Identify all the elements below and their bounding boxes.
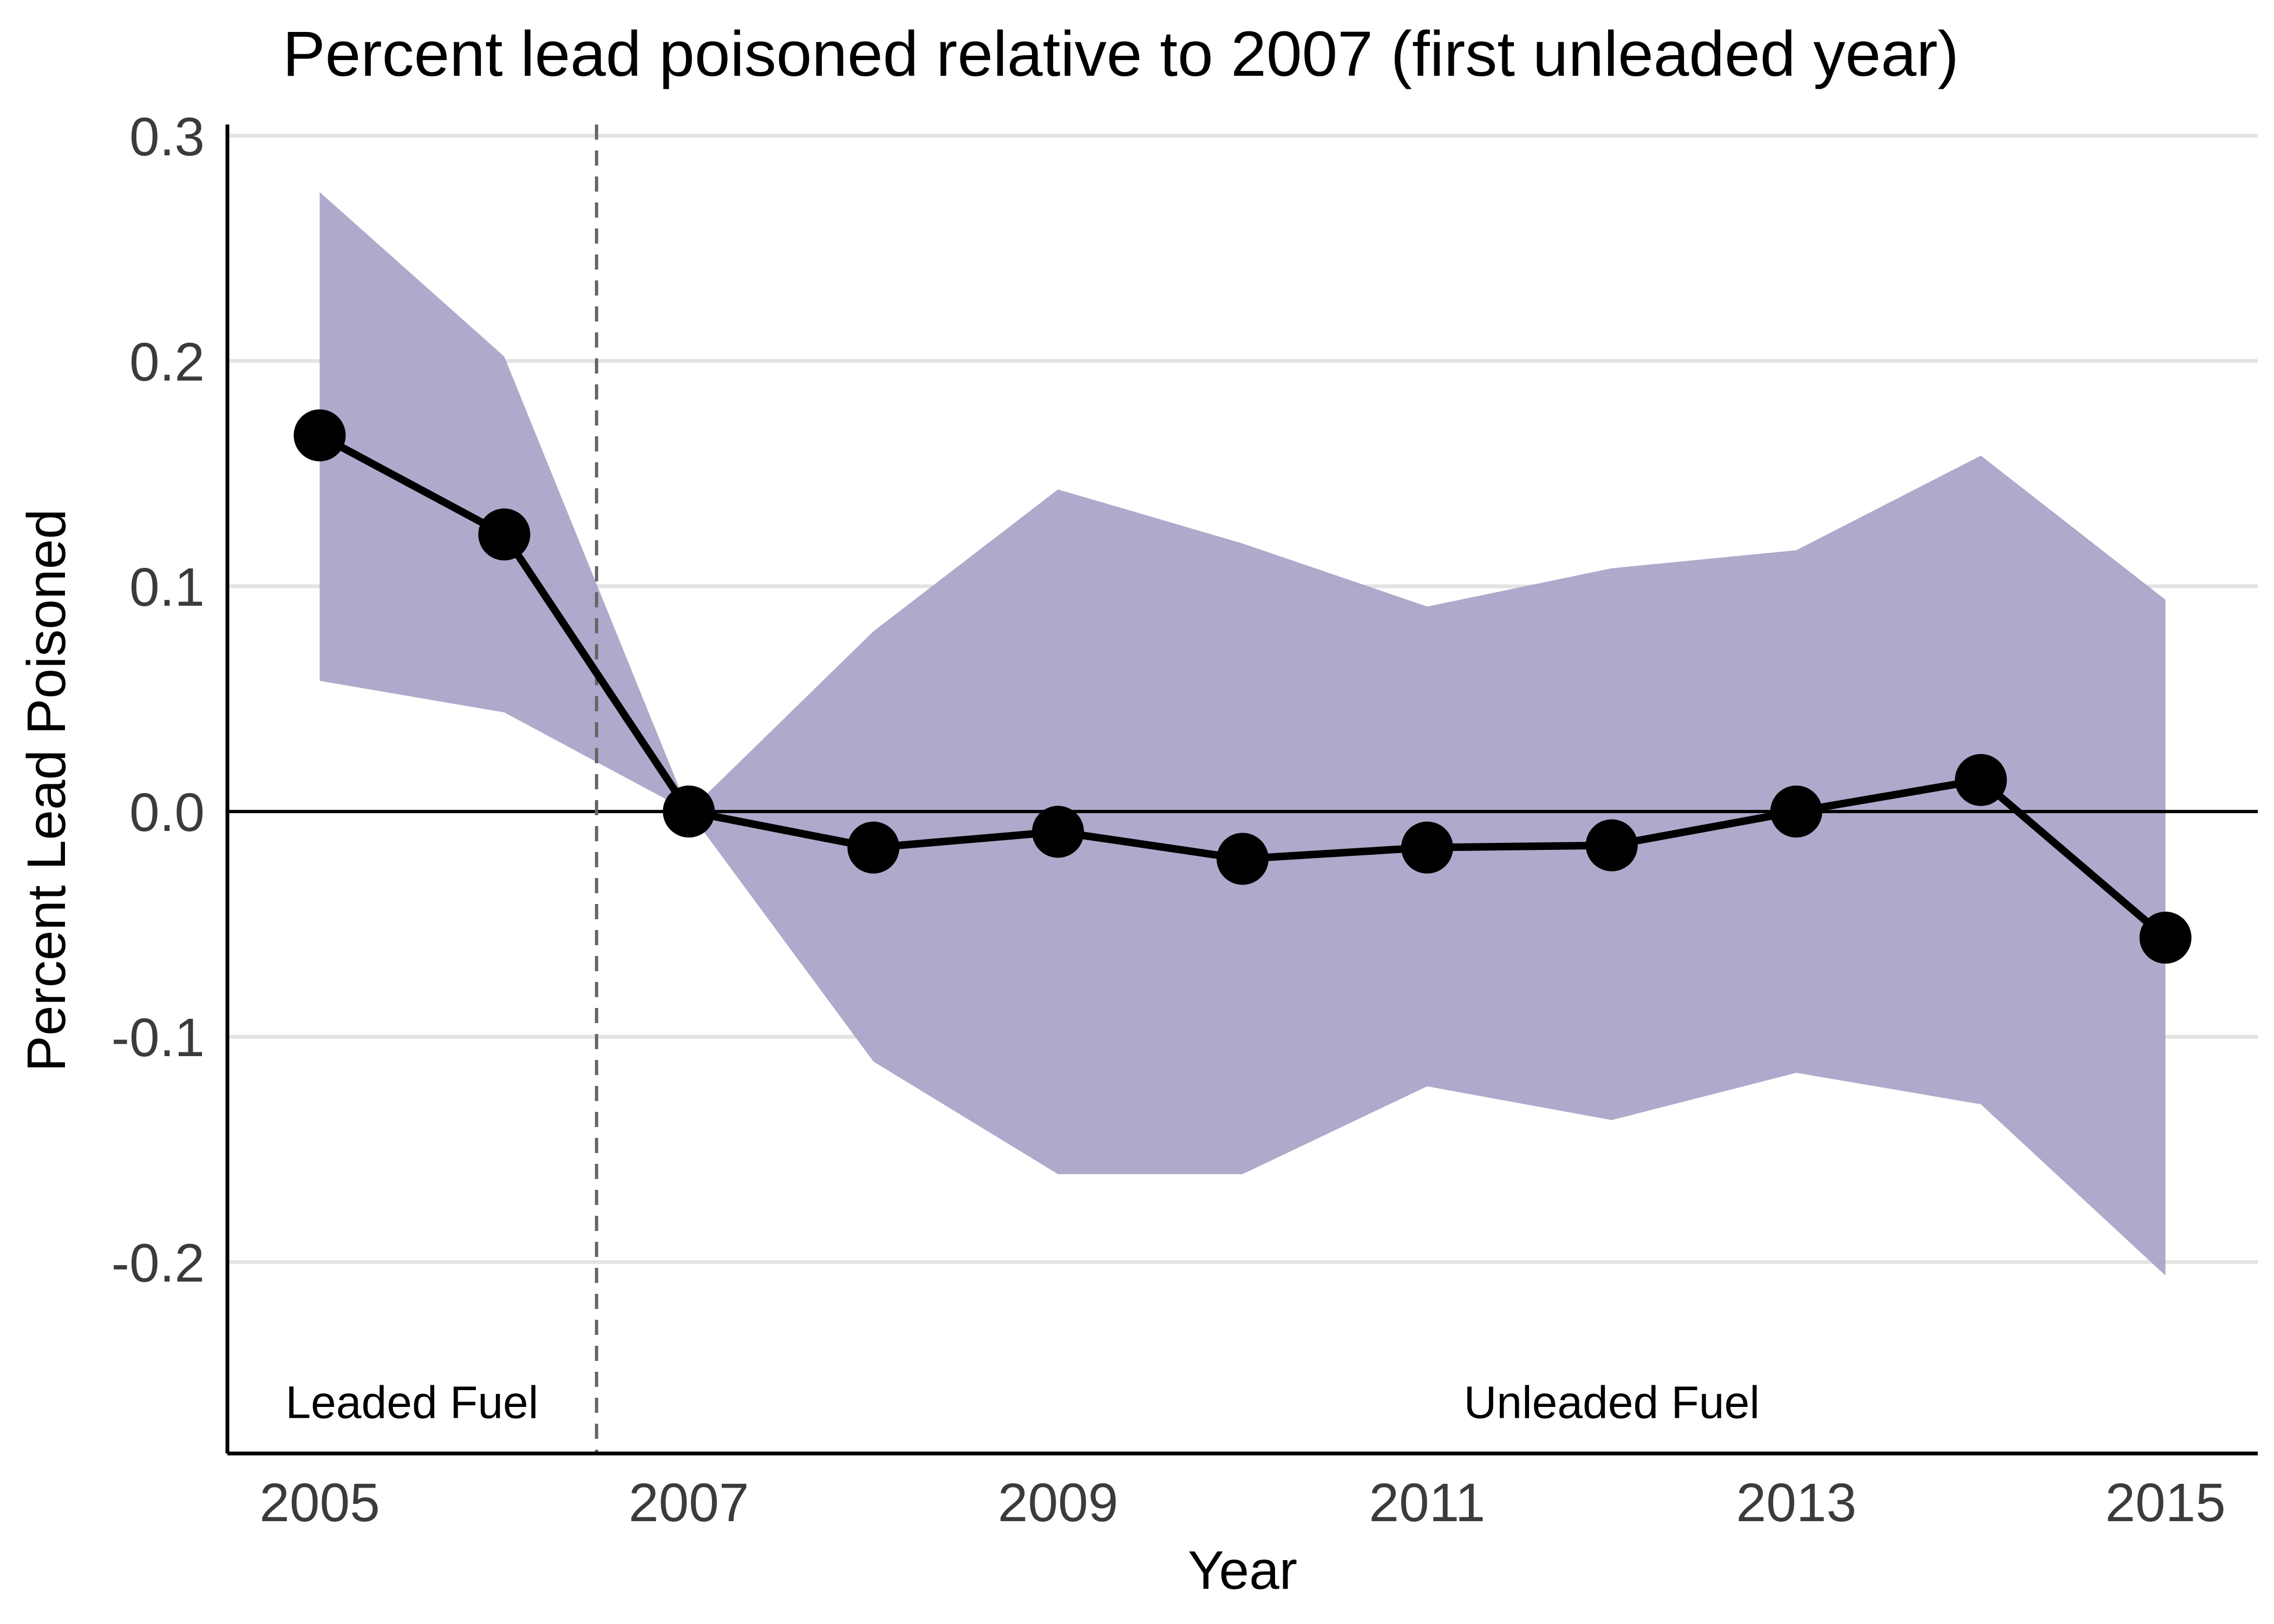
x-tick-label: 2007 [629, 1472, 749, 1533]
data-point-2014 [1955, 754, 2007, 806]
data-point-2015 [2139, 912, 2192, 964]
data-point-2009 [1032, 806, 1084, 858]
y-tick-label: -0.1 [112, 1007, 205, 1068]
y-tick-label: 0.2 [129, 332, 205, 392]
x-tick-label: 2013 [1736, 1472, 1856, 1533]
x-tick-label: 2015 [2105, 1472, 2225, 1533]
y-tick-labels: 0.3 0.2 0.1 0.0 -0.1 -0.2 [112, 107, 205, 1294]
data-point-2005 [293, 409, 346, 462]
y-tick-label: 0.3 [129, 107, 205, 167]
region-annotations: Leaded Fuel Unleaded Fuel [285, 1377, 1760, 1427]
y-tick-label: 0.1 [129, 557, 205, 618]
data-points [293, 409, 2192, 964]
data-point-2012 [1585, 819, 1638, 872]
x-tick-label: 2009 [998, 1472, 1118, 1533]
y-tick-label: 0.0 [129, 782, 205, 843]
x-tick-label: 2011 [1369, 1472, 1485, 1533]
data-point-2011 [1401, 821, 1453, 874]
data-point-2013 [1770, 785, 1822, 838]
data-point-2007 [663, 785, 715, 838]
data-point-2008 [847, 821, 900, 874]
chart-title: Percent lead poisoned relative to 2007 (… [283, 18, 1959, 90]
data-point-2010 [1217, 833, 1269, 885]
confidence-band [319, 192, 2166, 1276]
y-tick-label: -0.2 [112, 1233, 205, 1293]
data-point-2006 [478, 508, 531, 561]
region-annotation: Unleaded Fuel [1464, 1377, 1760, 1427]
x-axis-label: Year [1188, 1540, 1297, 1601]
y-axis-label: Percent Lead Poisoned [16, 509, 77, 1072]
region-annotation: Leaded Fuel [285, 1377, 538, 1427]
x-tick-labels: 2005 2007 2009 2011 2013 2015 [259, 1472, 2226, 1533]
x-tick-label: 2005 [259, 1472, 380, 1533]
